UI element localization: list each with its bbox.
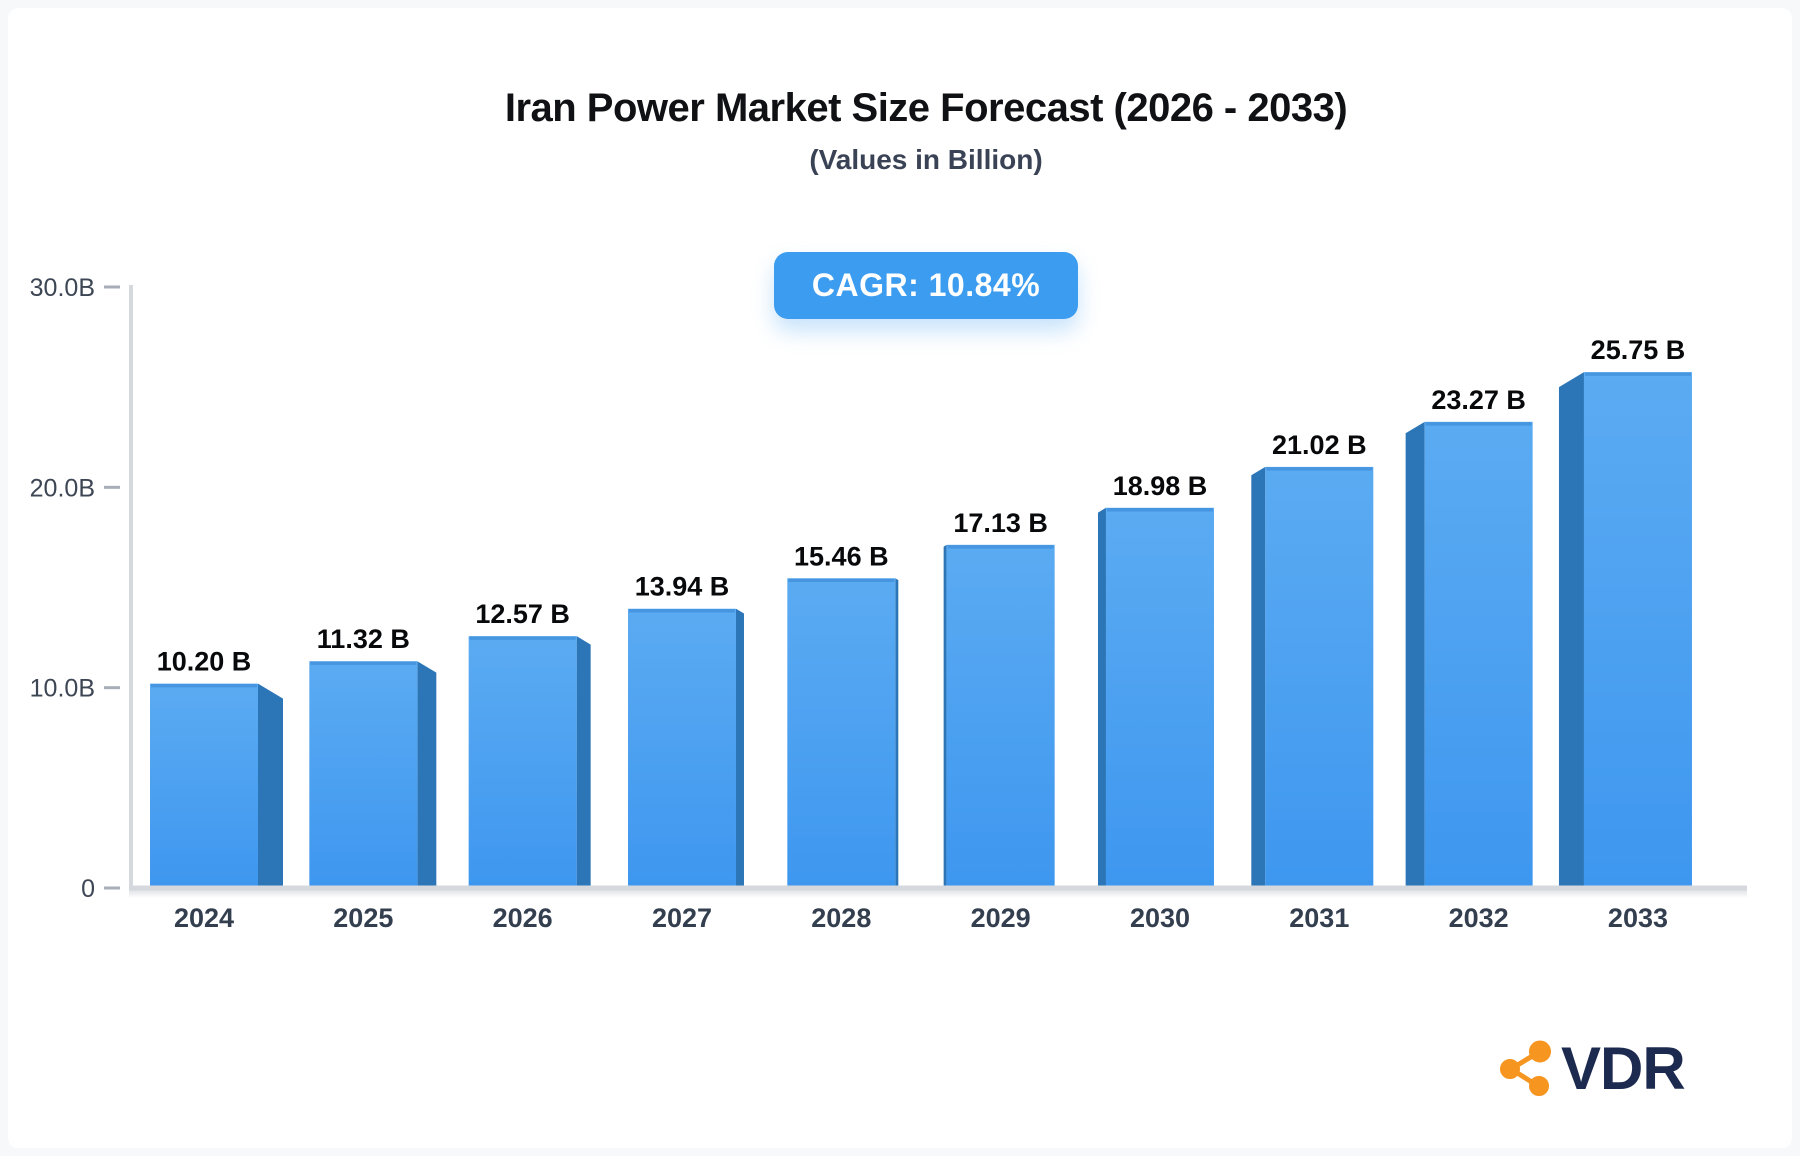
bar-front-face	[1265, 466, 1374, 887]
bar-value-label: 15.46 B	[794, 541, 889, 571]
y-tick-label: 0	[81, 875, 95, 903]
bar-value-label: 11.32 B	[317, 624, 410, 654]
bar-side-face	[417, 661, 437, 887]
bar-side-face	[735, 608, 744, 887]
bar-front-face	[309, 661, 418, 887]
bar-front-face	[1105, 507, 1214, 887]
x-axis-label: 2029	[971, 903, 1031, 933]
bar-value-label: 23.27 B	[1431, 385, 1526, 415]
bar-value-label: 13.94 B	[635, 572, 730, 602]
bar-side-face	[1251, 466, 1266, 887]
bar-value-label: 17.13 B	[953, 508, 1048, 538]
bar-side-face	[1558, 372, 1584, 887]
brand-logo: VDR	[1498, 1035, 1686, 1102]
bar-value-label: 18.98 B	[1113, 471, 1208, 501]
x-axis-label: 2032	[1449, 903, 1509, 933]
bar-value-label: 21.02 B	[1272, 430, 1367, 460]
bar-front-face	[150, 683, 258, 887]
bar-front-face	[1583, 372, 1692, 887]
x-axis-label: 2030	[1130, 903, 1190, 933]
bar-front-face	[627, 608, 736, 887]
y-tick-label: 20.0B	[30, 474, 95, 502]
x-axis-label: 2031	[1289, 903, 1349, 933]
x-axis-label: 2027	[652, 903, 712, 933]
brand-logo-text: VDR	[1561, 1035, 1686, 1102]
bar-side-face	[576, 636, 591, 887]
bar-value-label: 25.75 B	[1591, 335, 1686, 365]
x-axis-label: 2028	[811, 903, 871, 933]
bar-front-face	[946, 544, 1055, 887]
bar-side-face	[1097, 507, 1106, 887]
x-axis-label: 2026	[493, 903, 553, 933]
bar-front-face	[1424, 421, 1533, 887]
y-tick-label: 10.0B	[30, 675, 95, 703]
bar-side-face	[1405, 421, 1425, 887]
y-tick-label: 30.0B	[30, 274, 95, 302]
bar-side-face	[943, 544, 947, 887]
x-axis-label: 2024	[174, 903, 234, 933]
share-network-icon	[1500, 1040, 1551, 1096]
bar-value-label: 10.20 B	[157, 647, 252, 677]
bar-front-face	[787, 578, 896, 887]
x-axis-label: 2025	[333, 903, 393, 933]
x-axis-shadow	[129, 890, 1747, 898]
x-axis-label: 2033	[1608, 903, 1668, 933]
bar-side-face	[895, 578, 899, 887]
bar-value-label: 12.57 B	[475, 599, 570, 629]
bar-front-face	[468, 636, 577, 887]
bar-side-face	[258, 683, 283, 887]
